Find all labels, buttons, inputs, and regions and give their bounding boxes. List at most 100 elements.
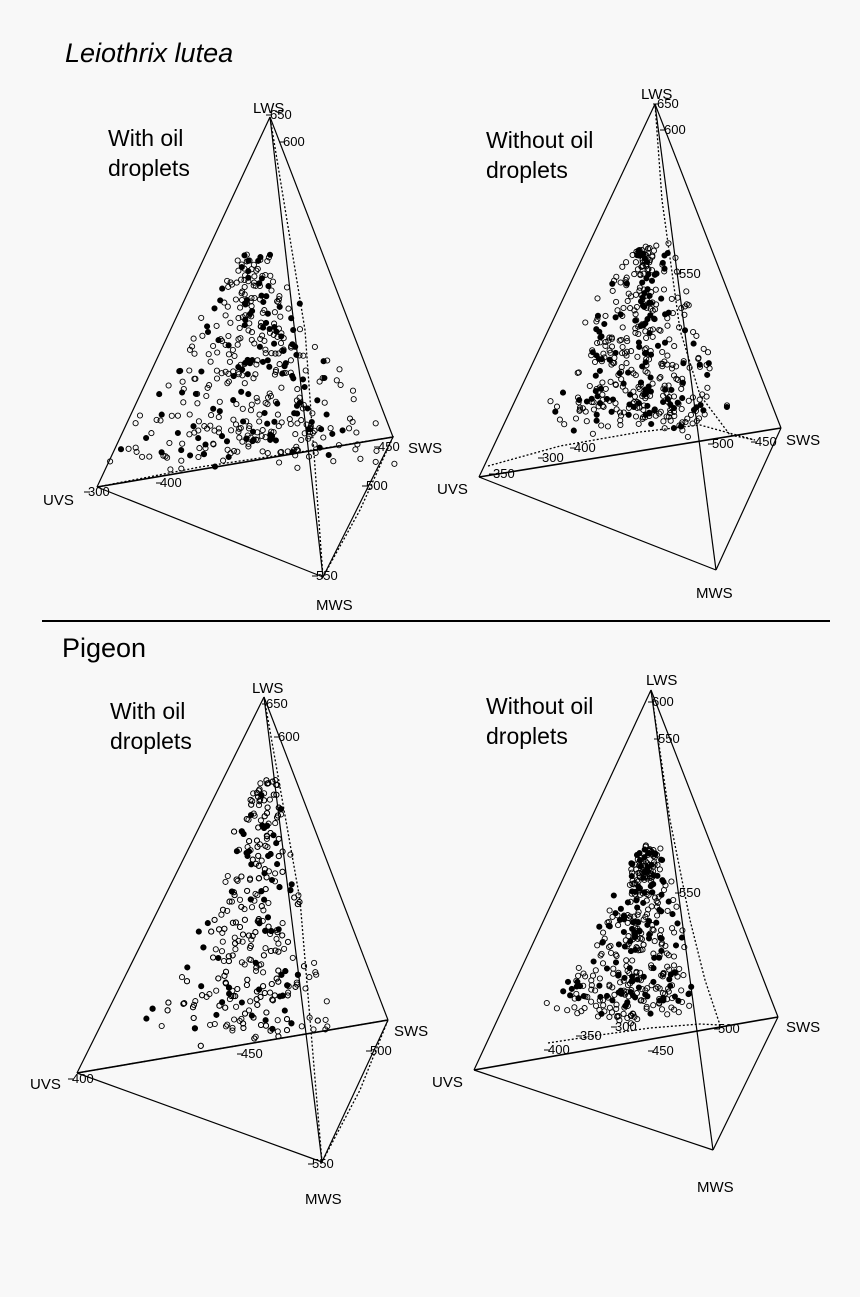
data-point — [251, 1035, 258, 1042]
data-point — [211, 463, 219, 470]
data-point — [258, 961, 265, 968]
data-point — [232, 946, 239, 953]
data-point — [218, 911, 225, 918]
data-point — [610, 892, 617, 899]
data-point — [625, 404, 632, 411]
data-point — [246, 876, 254, 883]
data-point — [262, 346, 269, 353]
data-point — [274, 861, 281, 868]
tetrahedron-edge — [321, 1019, 389, 1163]
data-point — [636, 284, 643, 291]
data-point — [644, 316, 651, 323]
data-point — [690, 328, 697, 336]
data-point — [576, 407, 583, 414]
data-point — [257, 323, 264, 330]
data-point — [301, 430, 308, 437]
data-point — [681, 327, 689, 334]
data-point — [648, 903, 655, 910]
data-point — [292, 983, 299, 990]
data-point — [234, 877, 241, 884]
data-point — [704, 371, 711, 378]
data-point — [622, 937, 629, 944]
data-point — [240, 1024, 247, 1032]
data-point — [665, 952, 672, 959]
data-point — [264, 822, 271, 829]
data-point — [681, 311, 688, 318]
data-point — [195, 453, 202, 461]
data-point — [678, 987, 685, 994]
data-point — [231, 352, 238, 360]
data-point — [608, 408, 615, 415]
data-point — [224, 446, 231, 453]
data-point — [679, 380, 686, 387]
data-point — [346, 425, 353, 432]
data-point — [606, 347, 613, 354]
data-point — [275, 978, 282, 985]
data-point — [230, 397, 237, 404]
data-point — [230, 416, 237, 423]
data-point — [642, 243, 649, 250]
spectral-locus — [96, 116, 395, 580]
wavelength-label: 600 — [283, 134, 305, 149]
data-point — [623, 943, 630, 950]
data-point — [234, 257, 241, 264]
vertex-label-sws: SWS — [786, 432, 820, 449]
data-point — [241, 380, 248, 387]
data-point — [216, 398, 223, 405]
data-point — [601, 1008, 608, 1015]
data-point — [261, 866, 268, 873]
data-point — [617, 979, 624, 986]
data-point — [221, 925, 228, 932]
data-point — [357, 455, 364, 462]
data-point — [589, 972, 597, 979]
data-point — [625, 933, 632, 940]
wavelength-label: 500 — [712, 436, 734, 451]
data-point — [633, 969, 640, 976]
data-point — [665, 988, 672, 995]
data-point — [239, 405, 246, 412]
data-point — [634, 918, 641, 925]
data-point — [238, 959, 245, 966]
data-point — [289, 341, 296, 348]
wavelength-label: 450 — [652, 1043, 674, 1058]
data-point — [243, 981, 250, 989]
data-point — [647, 347, 654, 355]
data-point — [599, 938, 606, 945]
data-point — [298, 417, 305, 424]
data-point — [225, 378, 232, 385]
vertex-label-mws: MWS — [697, 1179, 734, 1196]
data-point — [592, 372, 599, 379]
data-point — [195, 928, 202, 935]
data-point — [237, 304, 244, 311]
data-point — [263, 835, 270, 842]
data-point — [277, 806, 284, 813]
data-point — [588, 982, 595, 989]
data-point — [588, 399, 595, 406]
data-point — [257, 256, 264, 263]
tetrahedron-edge — [76, 1072, 323, 1163]
data-point — [254, 398, 261, 405]
data-point — [335, 442, 342, 449]
data-point — [275, 926, 282, 933]
data-point — [559, 389, 567, 396]
data-point — [253, 394, 260, 401]
data-point — [179, 378, 186, 385]
data-point — [277, 340, 285, 347]
data-point — [659, 973, 666, 980]
wavelength-label: 350 — [493, 466, 515, 481]
data-point — [272, 947, 279, 954]
data-point — [269, 996, 276, 1003]
wavelength-label: 600 — [278, 729, 300, 744]
data-point — [553, 1005, 560, 1012]
data-point — [180, 385, 187, 393]
data-point — [241, 1010, 249, 1017]
data-point — [222, 968, 230, 975]
vertex-label-mws: MWS — [305, 1191, 342, 1208]
data-point — [309, 410, 316, 417]
data-point — [274, 411, 281, 418]
wavelength-label: 550 — [658, 731, 680, 746]
data-point — [689, 420, 696, 427]
data-point — [262, 842, 269, 849]
data-point — [262, 434, 269, 441]
data-point — [627, 1020, 634, 1027]
